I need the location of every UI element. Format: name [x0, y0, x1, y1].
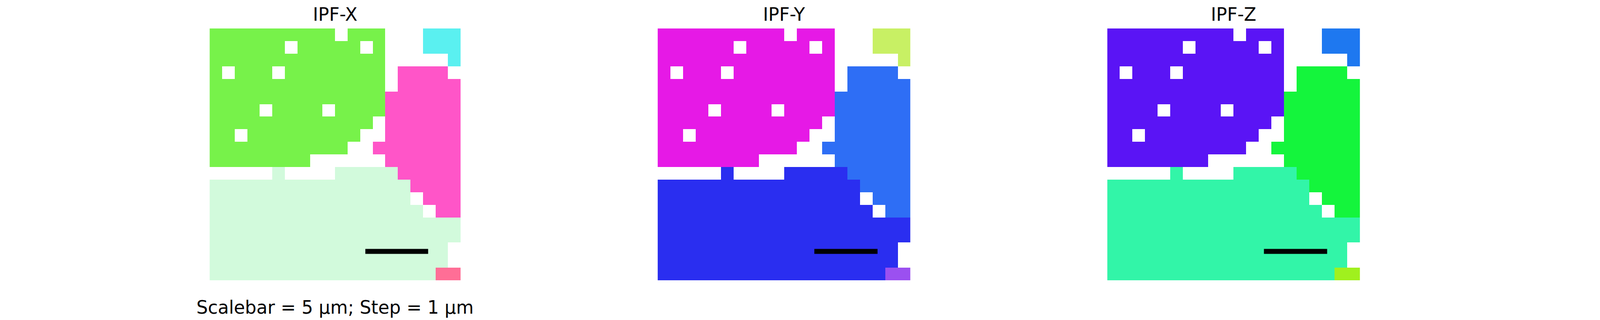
svg-text:IPF-Z: IPF-Z: [1210, 4, 1257, 25]
svg-text:Scalebar = 5 μm; Step = 1 μm: Scalebar = 5 μm; Step = 1 μm: [196, 297, 474, 318]
svg-text:IPF-X: IPF-X: [312, 4, 358, 25]
svg-text:IPF-Y: IPF-Y: [762, 4, 806, 25]
